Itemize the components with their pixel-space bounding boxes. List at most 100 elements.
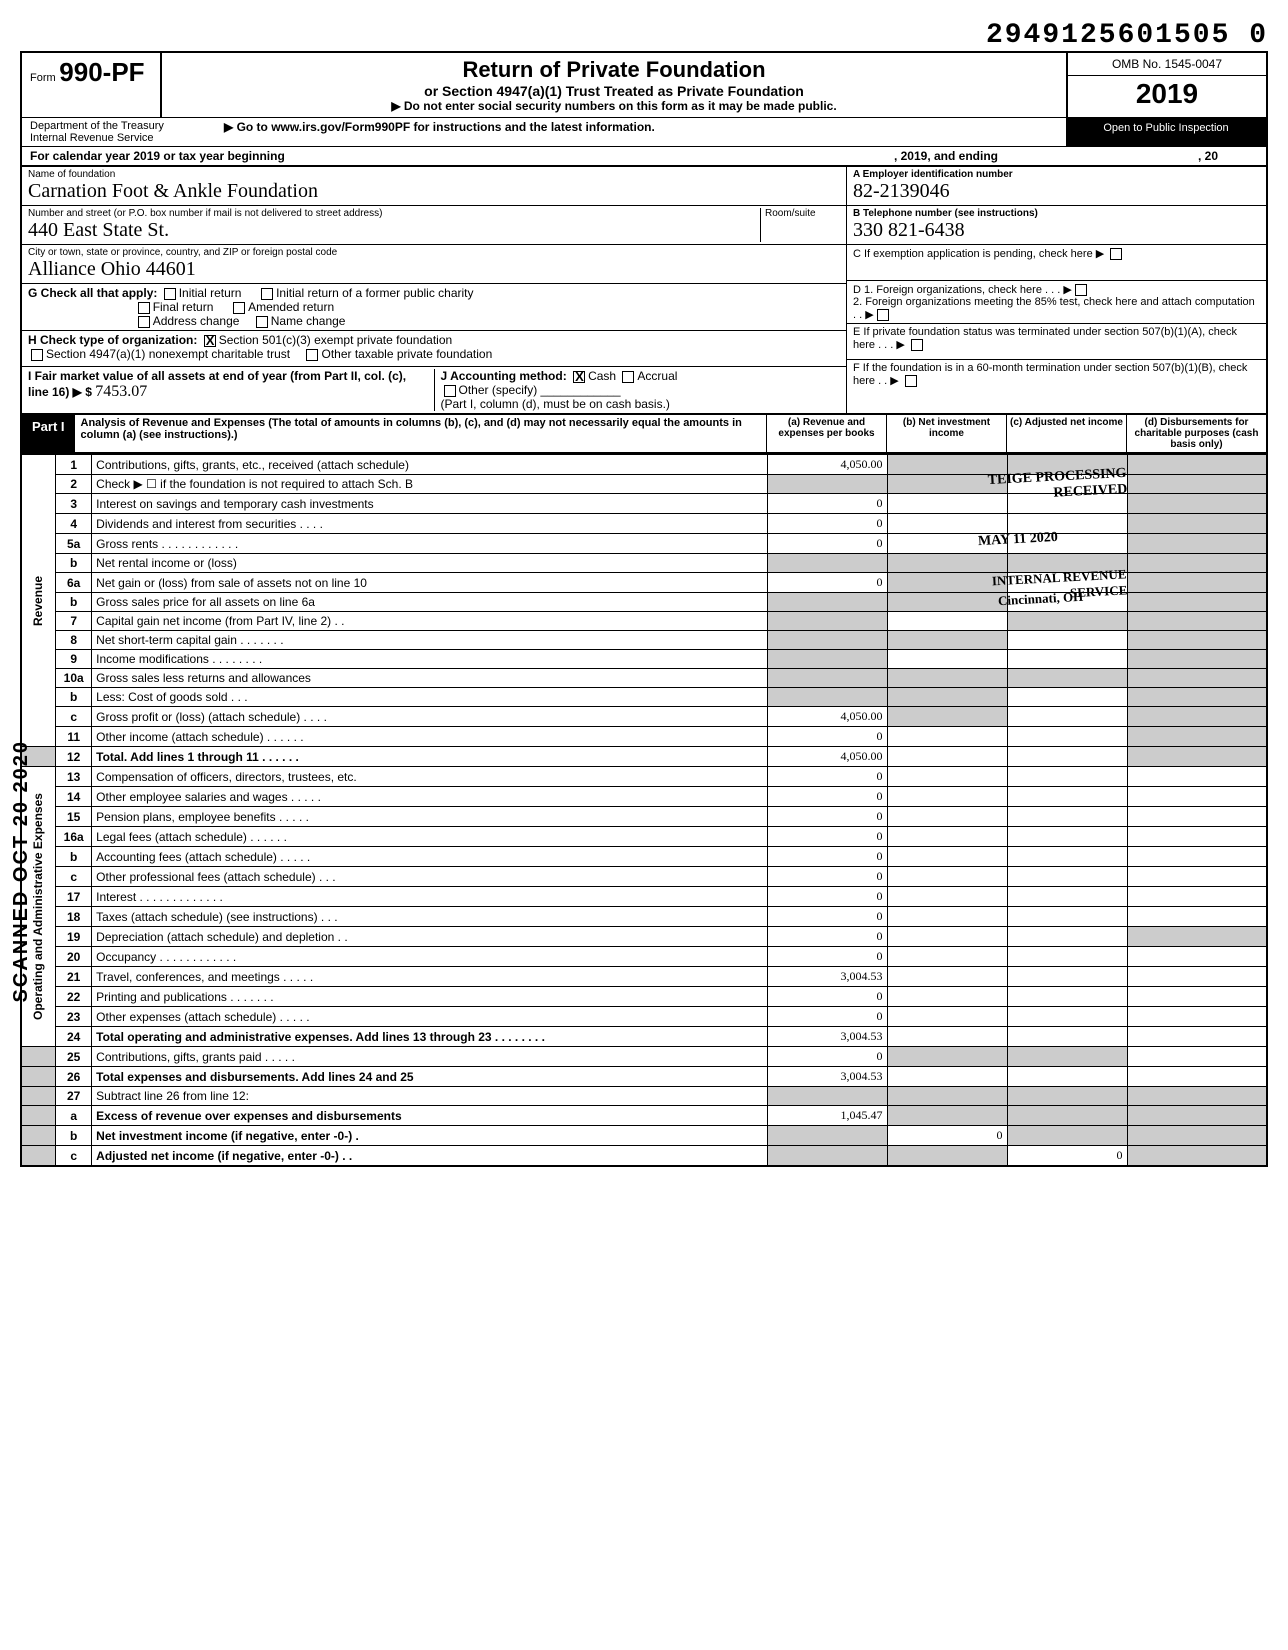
e-checkbox[interactable] [911, 339, 923, 351]
line-5a-b[interactable] [887, 534, 1007, 554]
501c3-checkbox[interactable] [204, 335, 216, 347]
line-16a-d[interactable] [1127, 827, 1267, 847]
line-22-c[interactable] [1007, 987, 1127, 1007]
amended-return-checkbox[interactable] [233, 302, 245, 314]
line-11-b[interactable] [887, 727, 1007, 747]
line-6a-c[interactable]: INTERNAL REVENUE SERVICE [1007, 573, 1127, 593]
former-charity-checkbox[interactable] [261, 288, 273, 300]
line-13-d[interactable] [1127, 767, 1267, 787]
line-9-b[interactable] [887, 650, 1007, 669]
final-return-checkbox[interactable] [138, 302, 150, 314]
line-3-a[interactable]: 0 [767, 494, 887, 514]
line-21-d[interactable] [1127, 967, 1267, 987]
line-15-a[interactable]: 0 [767, 807, 887, 827]
line-19-c[interactable] [1007, 927, 1127, 947]
line-16a-b[interactable] [887, 827, 1007, 847]
cash-checkbox[interactable] [573, 371, 585, 383]
line-16b-d[interactable] [1127, 847, 1267, 867]
line-27c-c[interactable]: 0 [1007, 1146, 1127, 1167]
line-5a-a[interactable]: 0 [767, 534, 887, 554]
line-1-a[interactable]: 4,050.00 [767, 455, 887, 475]
line-10c-c[interactable] [1007, 707, 1127, 727]
c-checkbox[interactable] [1110, 248, 1122, 260]
line-26-c[interactable] [1007, 1067, 1127, 1087]
line-17-a[interactable]: 0 [767, 887, 887, 907]
line-3-c[interactable] [1007, 494, 1127, 514]
line-20-c[interactable] [1007, 947, 1127, 967]
line-18-a[interactable]: 0 [767, 907, 887, 927]
line-24-c[interactable] [1007, 1027, 1127, 1047]
line-13-c[interactable] [1007, 767, 1127, 787]
line-26-b[interactable] [887, 1067, 1007, 1087]
line-21-a[interactable]: 3,004.53 [767, 967, 887, 987]
line-16c-a[interactable]: 0 [767, 867, 887, 887]
line-14-b[interactable] [887, 787, 1007, 807]
line-21-c[interactable] [1007, 967, 1127, 987]
line-14-c[interactable] [1007, 787, 1127, 807]
line-11-c[interactable] [1007, 727, 1127, 747]
line-20-a[interactable]: 0 [767, 947, 887, 967]
line-20-d[interactable] [1127, 947, 1267, 967]
d2-checkbox[interactable] [877, 309, 889, 321]
line-4-c[interactable] [1007, 514, 1127, 534]
line-16c-c[interactable] [1007, 867, 1127, 887]
line-14-d[interactable] [1127, 787, 1267, 807]
line-26-a[interactable]: 3,004.53 [767, 1067, 887, 1087]
line-13-a[interactable]: 0 [767, 767, 887, 787]
line-24-d[interactable] [1127, 1027, 1267, 1047]
address-change-checkbox[interactable] [138, 316, 150, 328]
line-23-a[interactable]: 0 [767, 1007, 887, 1027]
line-16c-d[interactable] [1127, 867, 1267, 887]
line-27a-a[interactable]: 1,045.47 [767, 1106, 887, 1126]
line-10c-a[interactable]: 4,050.00 [767, 707, 887, 727]
line-20-b[interactable] [887, 947, 1007, 967]
line-21-b[interactable] [887, 967, 1007, 987]
line-15-c[interactable] [1007, 807, 1127, 827]
f-checkbox[interactable] [905, 375, 917, 387]
other-method-checkbox[interactable] [444, 385, 456, 397]
line-22-a[interactable]: 0 [767, 987, 887, 1007]
line-15-b[interactable] [887, 807, 1007, 827]
line-11-a[interactable]: 0 [767, 727, 887, 747]
other-taxable-checkbox[interactable] [306, 349, 318, 361]
line-13-b[interactable] [887, 767, 1007, 787]
line-4-b[interactable] [887, 514, 1007, 534]
line-16a-c[interactable] [1007, 827, 1127, 847]
line-18-d[interactable] [1127, 907, 1267, 927]
line-17-b[interactable] [887, 887, 1007, 907]
line-23-b[interactable] [887, 1007, 1007, 1027]
line-9-c[interactable] [1007, 650, 1127, 669]
line-23-c[interactable] [1007, 1007, 1127, 1027]
d1-checkbox[interactable] [1075, 284, 1087, 296]
name-change-checkbox[interactable] [256, 316, 268, 328]
line-23-d[interactable] [1127, 1007, 1267, 1027]
line-25-a[interactable]: 0 [767, 1047, 887, 1067]
line-6a-a[interactable]: 0 [767, 573, 887, 593]
line-12-c[interactable] [1007, 747, 1127, 767]
accrual-checkbox[interactable] [622, 371, 634, 383]
line-19-b[interactable] [887, 927, 1007, 947]
line-18-b[interactable] [887, 907, 1007, 927]
initial-return-checkbox[interactable] [164, 288, 176, 300]
line-27b-b[interactable]: 0 [887, 1126, 1007, 1146]
line-17-d[interactable] [1127, 887, 1267, 907]
line-26-d[interactable] [1127, 1067, 1267, 1087]
line-3-b[interactable] [887, 494, 1007, 514]
line-25-d[interactable] [1127, 1047, 1267, 1067]
line-24-a[interactable]: 3,004.53 [767, 1027, 887, 1047]
line-22-b[interactable] [887, 987, 1007, 1007]
line-16c-b[interactable] [887, 867, 1007, 887]
line-16b-b[interactable] [887, 847, 1007, 867]
line-5a-c[interactable]: MAY 11 2020 [1007, 534, 1127, 554]
line-16b-a[interactable]: 0 [767, 847, 887, 867]
line-24-b[interactable] [887, 1027, 1007, 1047]
line-19-a[interactable]: 0 [767, 927, 887, 947]
line-14-a[interactable]: 0 [767, 787, 887, 807]
line-4-a[interactable]: 0 [767, 514, 887, 534]
line-12-b[interactable] [887, 747, 1007, 767]
line-18-c[interactable] [1007, 907, 1127, 927]
line-12-a[interactable]: 4,050.00 [767, 747, 887, 767]
line-8-c[interactable] [1007, 631, 1127, 650]
line-16a-a[interactable]: 0 [767, 827, 887, 847]
line-15-d[interactable] [1127, 807, 1267, 827]
